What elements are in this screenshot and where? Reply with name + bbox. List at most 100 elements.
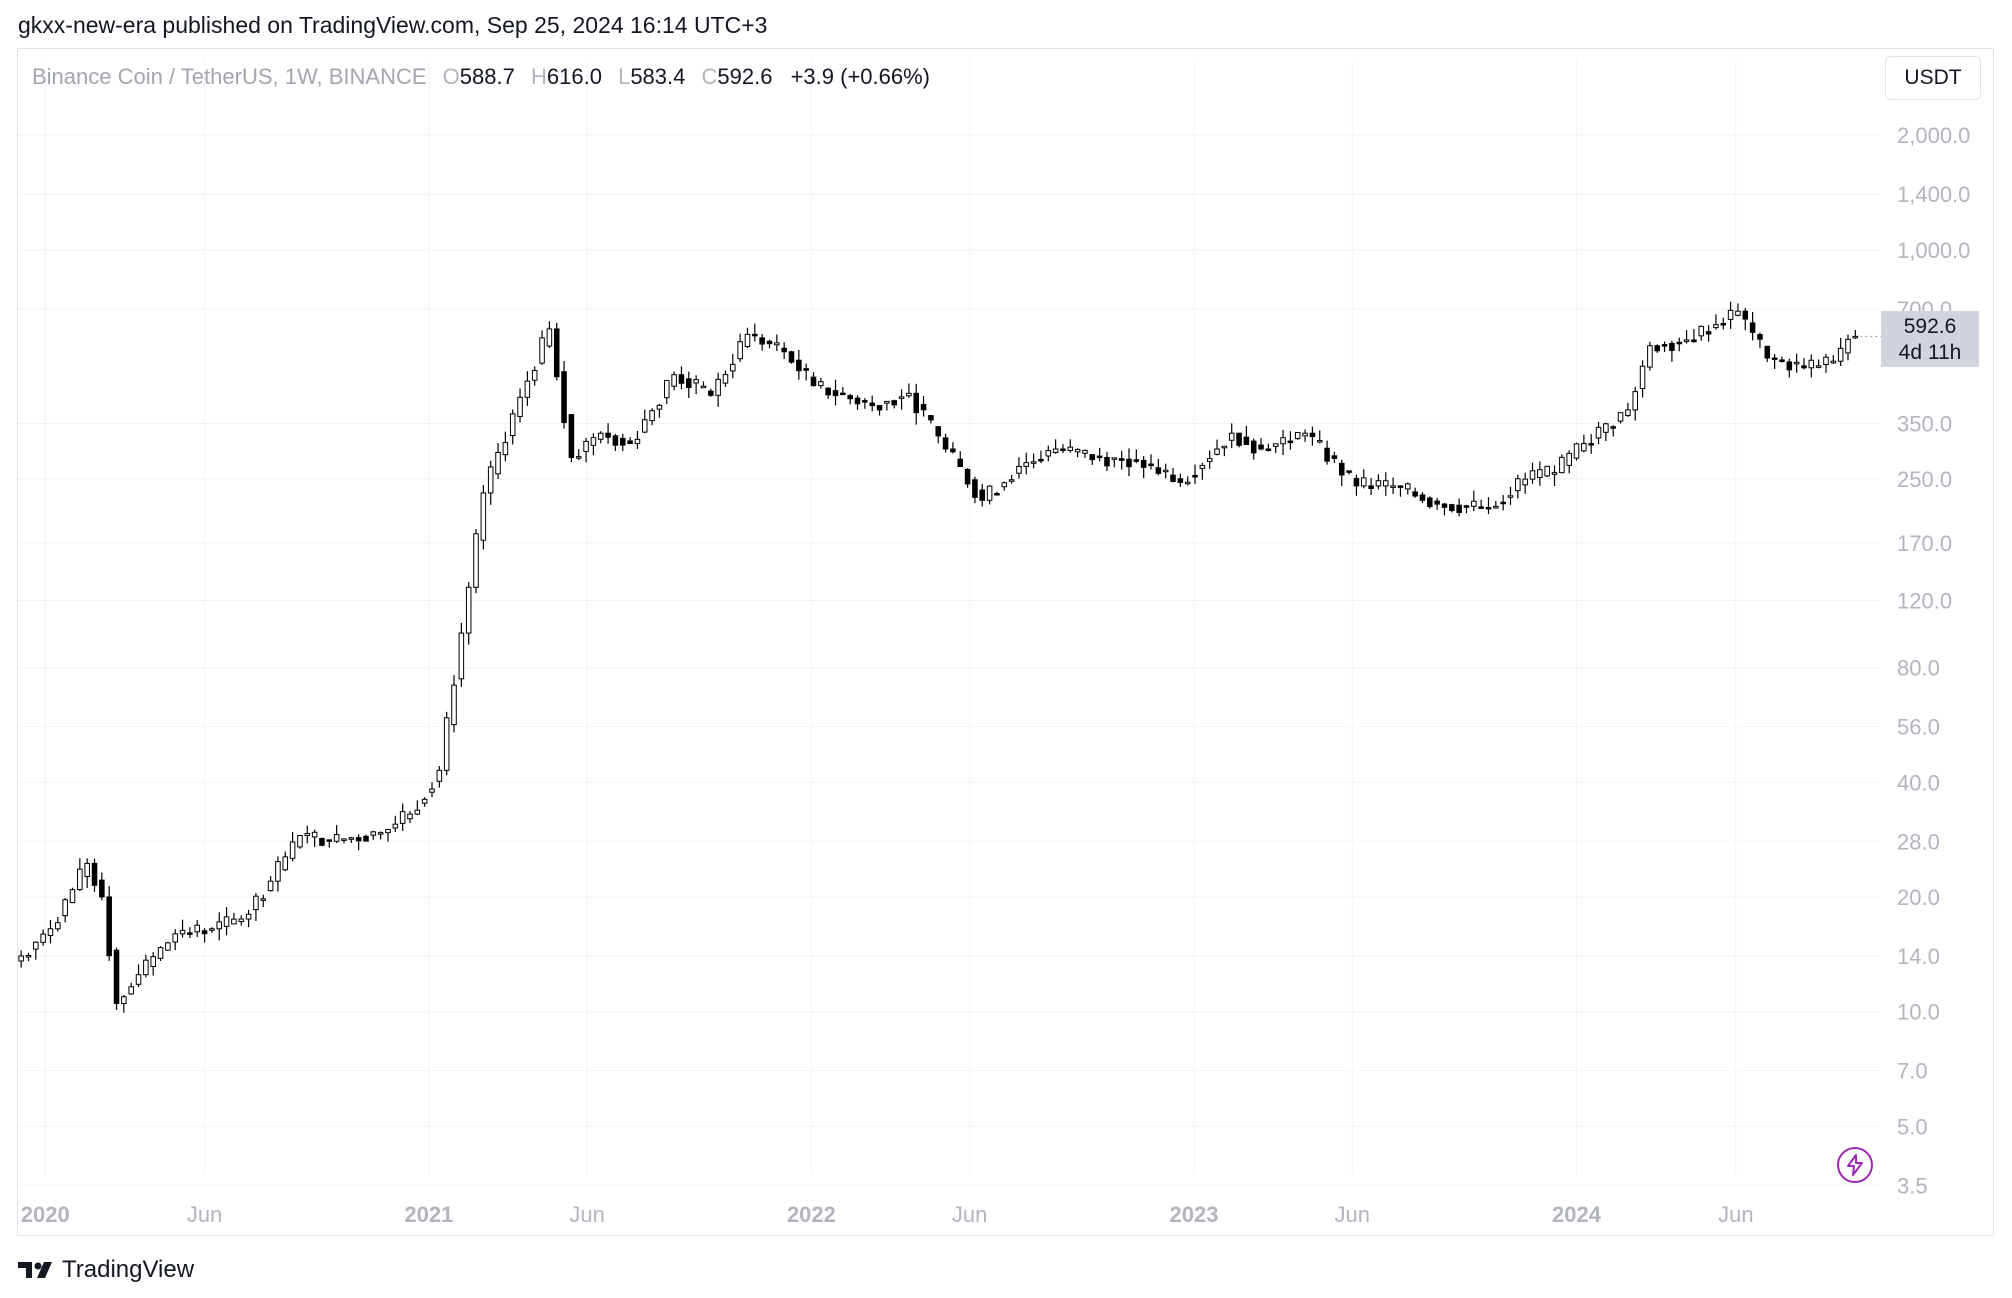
candle-body (664, 379, 670, 399)
y-tick-label: 170.0 (1897, 531, 1952, 556)
lightning-bolt-icon[interactable] (1837, 1147, 1873, 1183)
candle-body (1383, 480, 1389, 487)
candle-body (143, 959, 149, 976)
candle-body (245, 913, 252, 920)
change-value: +3.9 (+0.66%) (790, 64, 931, 89)
candle-body (1118, 458, 1125, 461)
candle-body (1008, 479, 1015, 482)
candle-body (1038, 458, 1044, 462)
candle-body (1537, 469, 1543, 479)
candle-body (686, 378, 692, 388)
candle-body (634, 438, 641, 445)
candle-body (539, 337, 545, 364)
candle-body (319, 837, 325, 846)
tradingview-footer[interactable]: TradingView (18, 1256, 194, 1284)
y-tick-label: 7.0 (1897, 1059, 1928, 1084)
candle-body (1287, 440, 1294, 444)
x-tick-label: 2020 (21, 1202, 70, 1227)
candle-body (275, 861, 281, 882)
candle-body (1764, 345, 1771, 359)
candle-body (223, 916, 230, 927)
candle-body (333, 834, 340, 842)
candle-body (1786, 361, 1793, 371)
candle-body (649, 410, 655, 422)
candle-body (862, 400, 868, 403)
candle-body (964, 469, 971, 485)
candle-body (77, 868, 83, 891)
candle-body (1493, 505, 1499, 509)
candle-body (1236, 432, 1242, 446)
candle-body (407, 813, 413, 820)
candle-body (1412, 491, 1418, 497)
x-tick-label: 2021 (404, 1202, 453, 1227)
candle-body (157, 947, 164, 959)
y-tick-label: 5.0 (1897, 1114, 1928, 1139)
candle-body (1221, 445, 1228, 449)
candle-body (693, 379, 699, 384)
candle-body (194, 924, 201, 933)
candle-body (1155, 467, 1162, 474)
candle-body (363, 835, 369, 842)
x-tick-label: Jun (1718, 1202, 1753, 1227)
candle-body (18, 955, 24, 962)
candle-body (898, 396, 905, 399)
candle-body (1815, 365, 1822, 368)
candle-body (267, 880, 274, 892)
candle-body (678, 374, 685, 384)
candle-body (1801, 365, 1807, 369)
candle-body (1500, 501, 1506, 505)
candle-body (1823, 356, 1829, 366)
candle-body (1507, 495, 1514, 498)
candle-body (722, 374, 729, 384)
candle-body (1206, 458, 1213, 462)
candle-body (1551, 472, 1558, 475)
candle-body (385, 828, 391, 834)
candle-body (1353, 477, 1360, 487)
candle-body (1199, 465, 1206, 469)
candle-body (1485, 506, 1492, 510)
candle-body (260, 898, 267, 901)
candle-body (1338, 462, 1345, 476)
candle-body (1515, 478, 1521, 492)
candle-body (1045, 450, 1052, 457)
candle-body (1360, 477, 1367, 487)
x-tick-label: 2022 (787, 1202, 836, 1227)
candle-body (1852, 335, 1859, 339)
x-tick-label: Jun (187, 1202, 222, 1227)
candle-body (165, 942, 171, 951)
candle-body (1148, 463, 1154, 467)
candle-body (487, 466, 494, 494)
candle-body (1727, 309, 1734, 320)
candle-body (238, 918, 245, 922)
open-label: O (442, 64, 460, 89)
candle-body (1588, 443, 1594, 446)
candle-body (1647, 345, 1653, 368)
candle-body (1610, 426, 1616, 429)
candle-body (1272, 443, 1279, 447)
candle-body (803, 368, 809, 371)
candle-body (370, 831, 377, 836)
candle-body (1449, 504, 1455, 512)
candle-body (1456, 504, 1462, 513)
candle-body (1581, 443, 1587, 452)
currency-button[interactable]: USDT (1885, 56, 1981, 100)
candle-body (1595, 426, 1602, 439)
candle-body (1691, 339, 1697, 343)
footer-brand: TradingView (62, 1256, 195, 1283)
candle-body (1683, 339, 1690, 342)
candle-body (832, 390, 839, 397)
candle-body (825, 387, 831, 396)
candle-body (1720, 323, 1727, 326)
candle-body (1258, 444, 1264, 450)
close-label: C (701, 64, 718, 89)
candle-body (597, 432, 604, 440)
candle-body (810, 376, 817, 387)
candle-body (986, 485, 993, 501)
candle-body (1030, 461, 1037, 464)
candle-body (1397, 485, 1404, 488)
candle-body (495, 451, 501, 475)
candle-body (289, 841, 296, 859)
candle-body (348, 837, 355, 840)
candle-body (1375, 480, 1382, 487)
